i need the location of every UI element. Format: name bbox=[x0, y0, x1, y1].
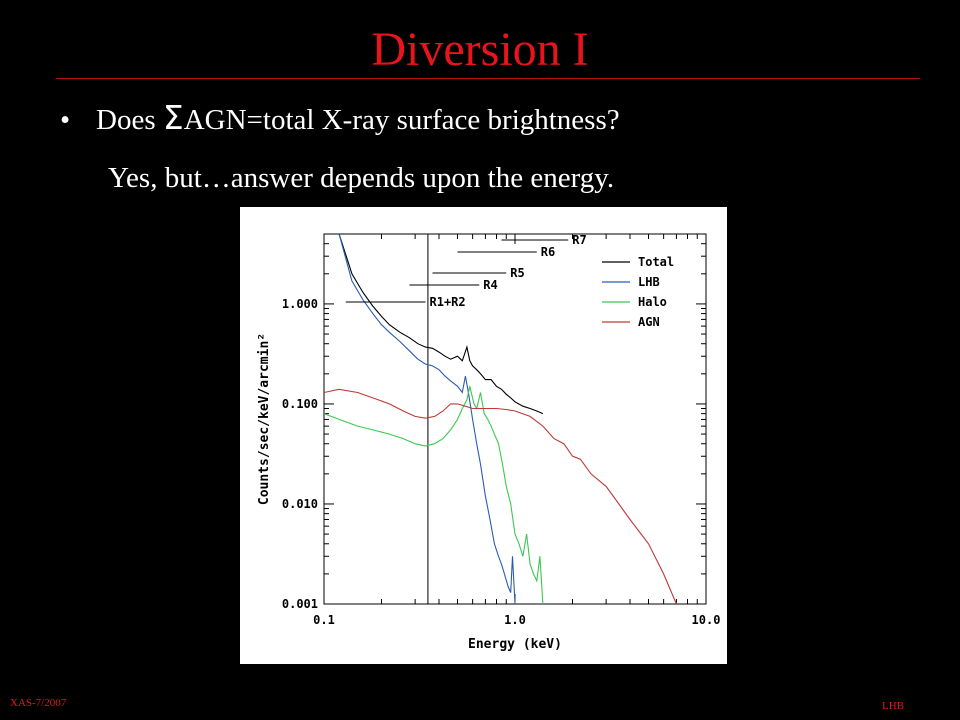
x-tick-label: 0.1 bbox=[313, 613, 335, 627]
bullet-suffix: AGN=total X-ray surface brightness? bbox=[183, 104, 620, 136]
y-tick-label: 0.001 bbox=[282, 597, 318, 611]
band-marker-label: R6 bbox=[541, 245, 555, 259]
x-tick-label: 1.0 bbox=[504, 613, 526, 627]
series-total bbox=[338, 234, 544, 415]
chart-svg: 0.1 1.0 10.0 0.001 0.010 0.100 1.000 Energy (ke… bbox=[257, 233, 721, 652]
footer-right: LHB bbox=[882, 700, 904, 712]
sub-text: Yes, but…answer depends upon the energy. bbox=[108, 162, 615, 194]
y-tick-label: 1.000 bbox=[282, 297, 318, 311]
legend-label: AGN bbox=[638, 315, 660, 329]
series-halo bbox=[324, 386, 544, 604]
plot-frame bbox=[323, 233, 707, 605]
series-agn bbox=[324, 388, 678, 604]
legend-label: Halo bbox=[638, 295, 667, 309]
x-tick-label: 10.0 bbox=[692, 613, 721, 627]
slide-title: Diversion I bbox=[371, 23, 589, 76]
legend-label: LHB bbox=[638, 275, 660, 289]
series-lhb bbox=[338, 234, 516, 604]
chart-panel: 0.1 1.0 10.0 0.001 0.010 0.100 1.000 Energy (ke… bbox=[240, 207, 727, 664]
y-tick-label: 0.100 bbox=[282, 397, 318, 411]
sigma-symbol: Σ bbox=[162, 98, 184, 137]
legend-label: Total bbox=[638, 255, 674, 269]
footer-left: XAS-7/2007 bbox=[10, 697, 67, 709]
x-axis-label: Energy (keV) bbox=[468, 637, 562, 652]
band-marker-label: R4 bbox=[483, 278, 497, 292]
bullet-marker: • bbox=[60, 104, 71, 136]
band-marker-label: R7 bbox=[572, 233, 586, 247]
bullet-line: • Does ΣAGN=total X-ray surface brightnes… bbox=[60, 98, 620, 140]
y-axis-label: Counts/sec/keV/arcmin² bbox=[257, 333, 272, 505]
bullet-prefix: Does bbox=[96, 104, 163, 136]
band-marker-label: R5 bbox=[510, 266, 524, 280]
band-marker-label: R1+R2 bbox=[430, 295, 466, 309]
title-rule bbox=[56, 78, 920, 79]
y-tick-label: 0.010 bbox=[282, 497, 318, 511]
